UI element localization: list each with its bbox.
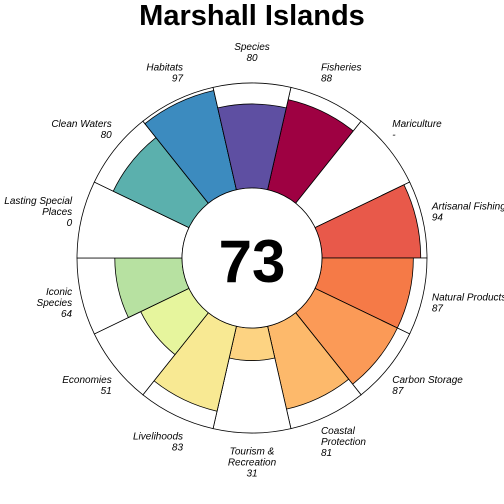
petal-label: Clean Waters 80 bbox=[51, 119, 112, 141]
petal-score: 31 bbox=[246, 469, 257, 480]
petal-name: Species bbox=[37, 298, 73, 309]
petal-score: 81 bbox=[321, 448, 332, 459]
petal-label: Mariculture - bbox=[392, 119, 442, 141]
petal-score: 94 bbox=[432, 212, 444, 223]
petal-label: Lasting Special Places 0 bbox=[4, 196, 73, 229]
petal-label: Livelihoods 83 bbox=[133, 432, 183, 454]
petal-score: 64 bbox=[61, 309, 73, 320]
petal-name: Mariculture bbox=[392, 119, 442, 130]
petal-name: Iconic bbox=[46, 287, 72, 298]
petal-score: 0 bbox=[67, 218, 73, 229]
center-disc bbox=[181, 187, 323, 329]
petal-bar bbox=[228, 325, 276, 361]
petal-name: Protection bbox=[321, 437, 366, 448]
petal-name: Economies bbox=[62, 375, 111, 386]
petal-score: 80 bbox=[101, 130, 113, 141]
petal-label: Carbon Storage 87 bbox=[392, 375, 463, 397]
petal-name: Lasting Special bbox=[4, 196, 73, 207]
petal-label: Natural Products 87 bbox=[432, 293, 504, 315]
petal-name: Clean Waters bbox=[51, 119, 111, 130]
petal-label: Artisanal Fishing Opportunities94 bbox=[431, 201, 504, 223]
petal-name: Natural Products bbox=[432, 293, 504, 304]
chart-title: Marshall Islands bbox=[139, 0, 365, 32]
petal-label: Tourism & Recreation 31 bbox=[228, 447, 277, 480]
petal-name: Habitats bbox=[146, 62, 183, 73]
petal-name: Livelihoods bbox=[133, 432, 183, 443]
petal-labels: Fisheries 88 Mariculture - Artisanal Fishing… bbox=[4, 42, 504, 480]
petal-name: Fisheries bbox=[321, 62, 362, 73]
petal-label: Fisheries 88 bbox=[321, 62, 362, 84]
petal-score: 87 bbox=[392, 386, 404, 397]
petal-name: Tourism & bbox=[230, 447, 275, 458]
petal-name: Places bbox=[42, 207, 72, 218]
petal-score: 97 bbox=[172, 73, 184, 84]
petal-name: Coastal bbox=[321, 426, 356, 437]
petal-name: Species bbox=[234, 42, 270, 53]
petal-label: Economies 51 bbox=[62, 375, 111, 397]
petal-name: Artisanal Fishing Opportunities bbox=[431, 201, 504, 212]
petal-label: Coastal Protection 81 bbox=[321, 426, 366, 459]
petal-score: - bbox=[392, 130, 396, 141]
petal-score: 83 bbox=[172, 443, 184, 454]
petal-score: 51 bbox=[101, 386, 112, 397]
petals bbox=[76, 82, 428, 434]
petal-label: Iconic Species 64 bbox=[37, 287, 73, 320]
petal-label: Habitats 97 bbox=[146, 62, 183, 84]
petal-name: Carbon Storage bbox=[392, 375, 463, 386]
petal-name: Recreation bbox=[228, 458, 277, 469]
center-score: 73 bbox=[219, 228, 286, 295]
petal-score: 87 bbox=[432, 304, 444, 315]
petal-score: 80 bbox=[246, 53, 258, 64]
petal-label: Species 80 bbox=[234, 42, 270, 64]
petal-score: 88 bbox=[321, 73, 333, 84]
